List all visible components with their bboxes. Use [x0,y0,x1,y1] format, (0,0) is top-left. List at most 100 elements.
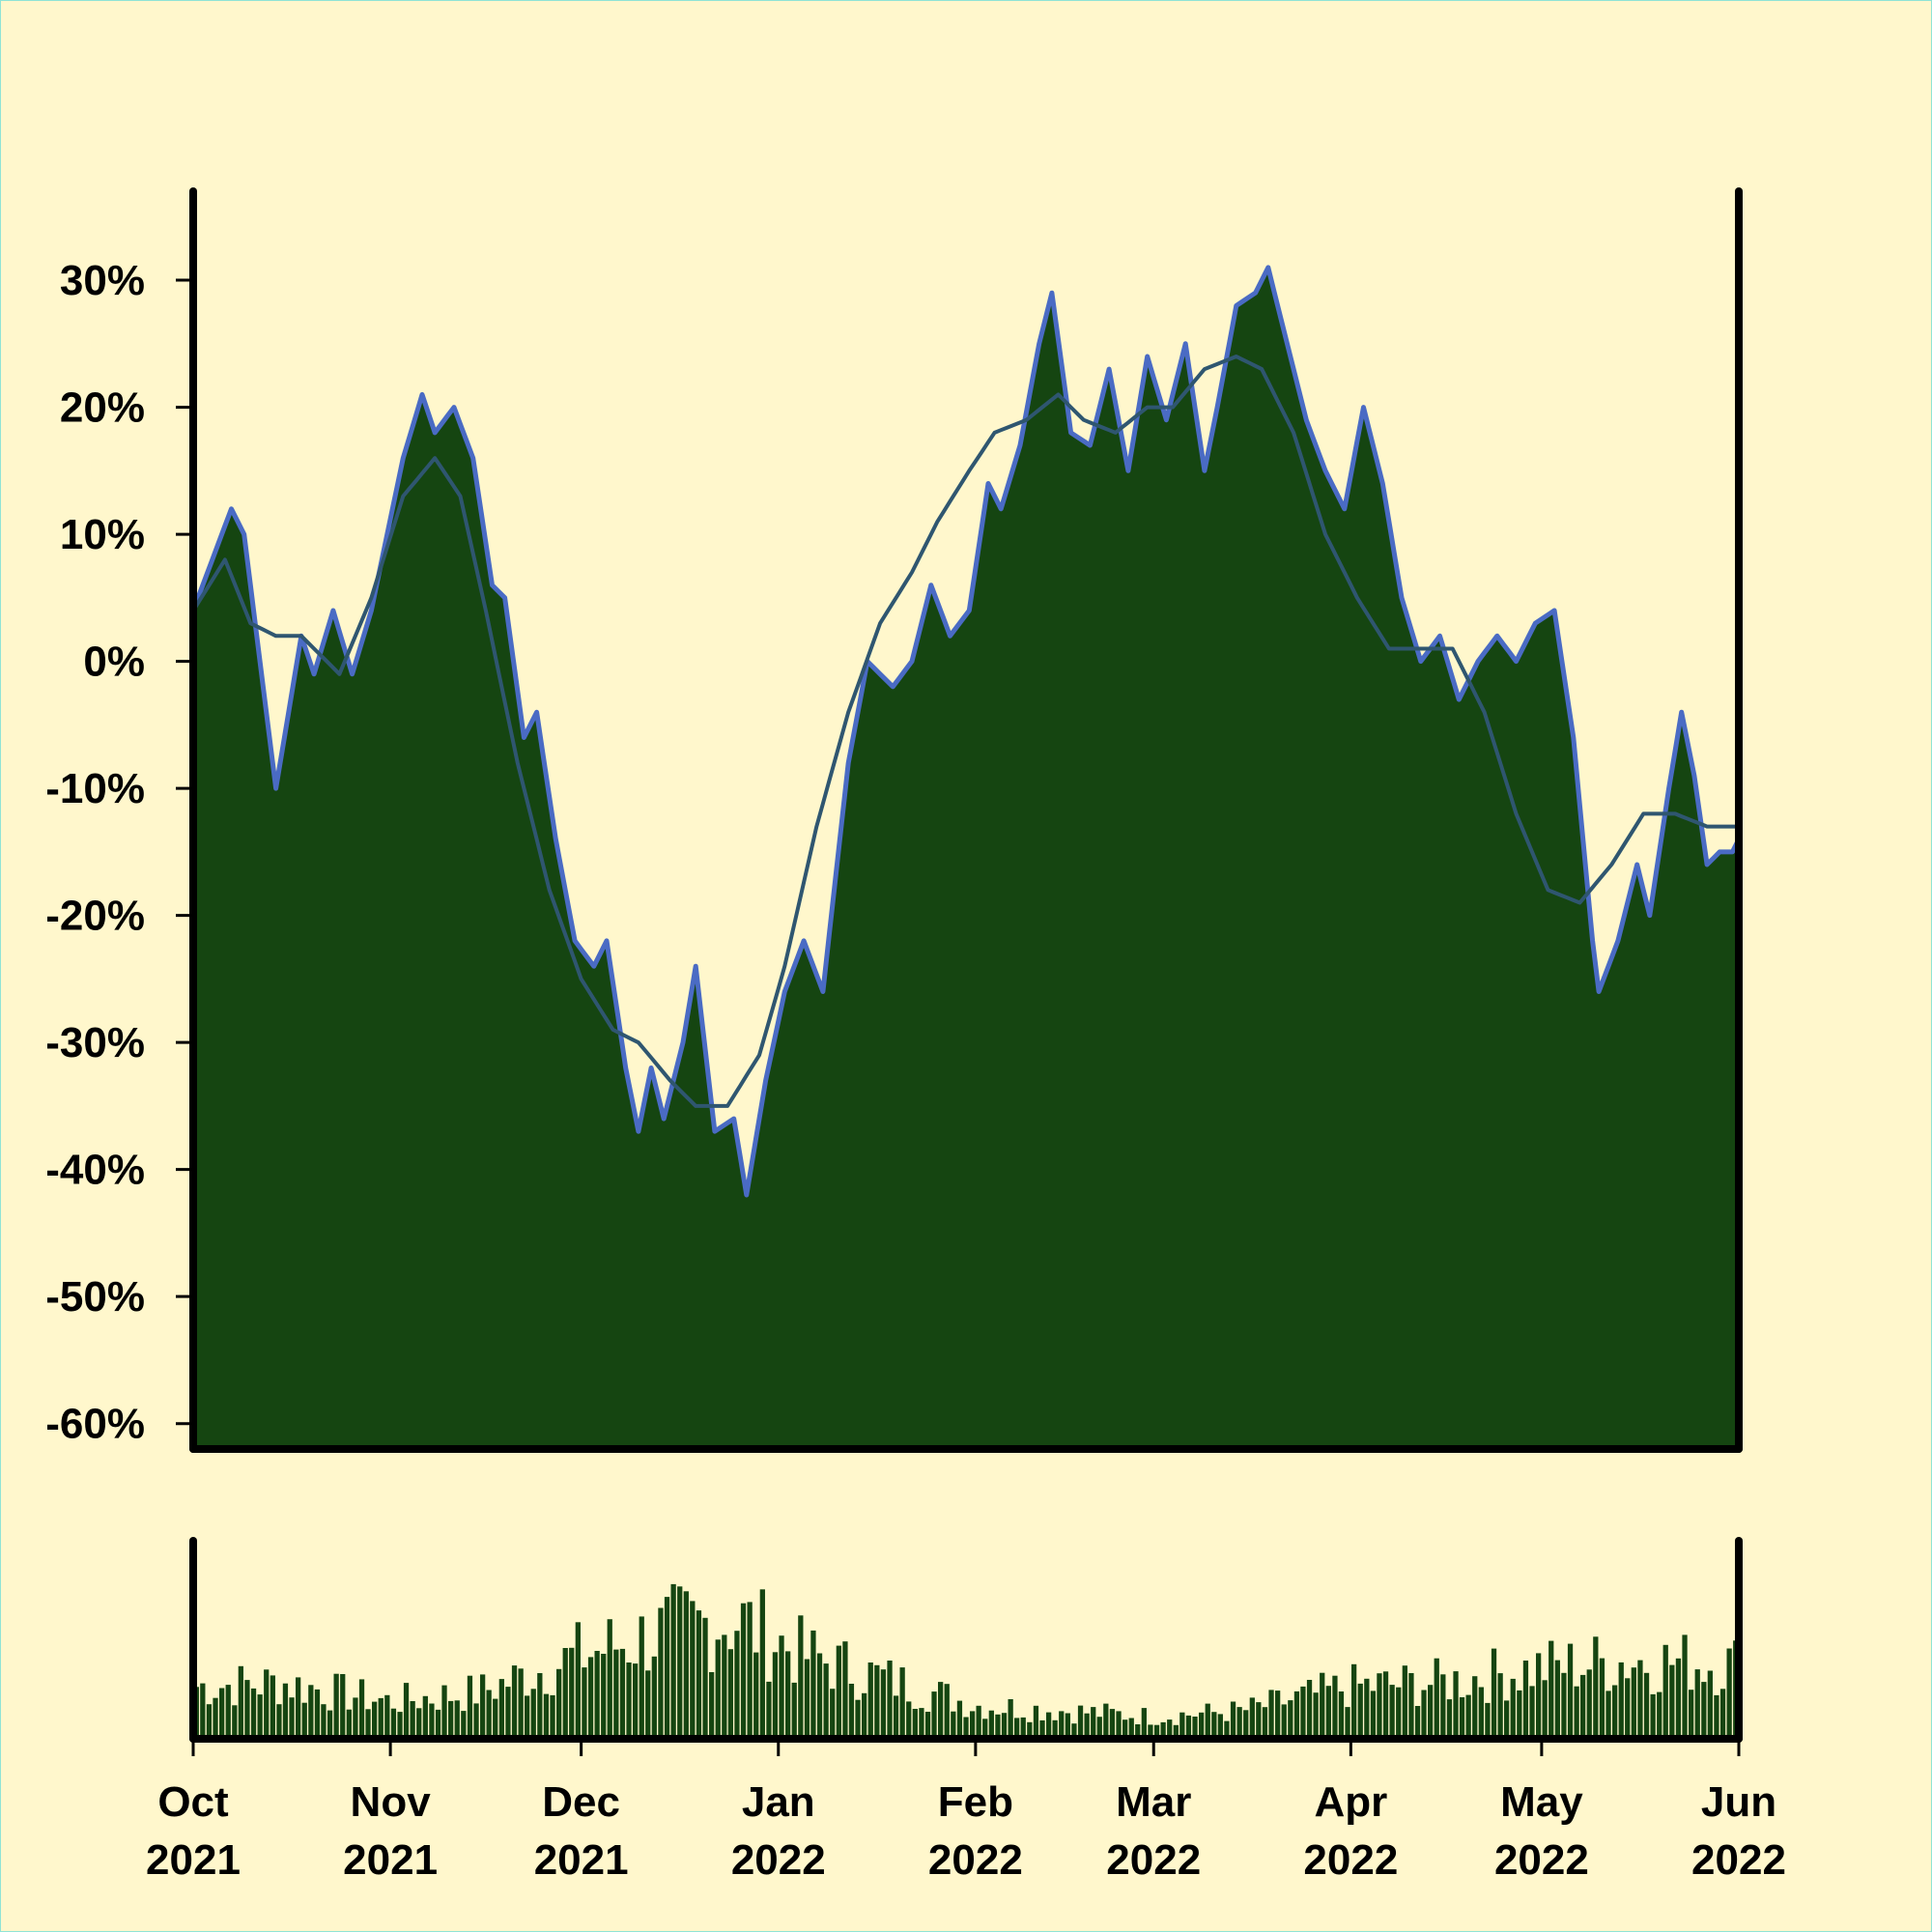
volume-bar [1027,1721,1033,1739]
volume-bar [639,1616,644,1739]
y-tick-label: -10% [45,765,145,812]
volume-bar [429,1703,435,1739]
volume-bar [626,1662,632,1739]
volume-bar [1179,1712,1185,1739]
volume-bar [378,1697,384,1739]
x-tick-month: Feb [938,1778,1013,1826]
volume-bar [454,1700,460,1739]
volume-bar [206,1704,213,1739]
volume-bar [1662,1644,1668,1739]
volume-bar [1109,1709,1116,1739]
volume-bar [816,1653,823,1739]
volume-bar [982,1719,988,1739]
volume-bar [1224,1720,1230,1739]
volume-bar [1332,1675,1338,1739]
volume-bar [1612,1685,1618,1739]
volume-bar [1421,1690,1427,1739]
volume-bar [525,1695,530,1739]
volume-bar [473,1703,479,1739]
volume-bar [772,1652,779,1739]
volume-bar [1586,1669,1592,1739]
x-tick-year: 2022 [1303,1836,1398,1884]
volume-bar [1313,1692,1319,1739]
volume-bar [1230,1701,1236,1739]
volume-bar [1345,1707,1350,1739]
volume-bar [219,1688,225,1739]
volume-bar [1453,1671,1459,1739]
volume-bar [1160,1721,1166,1739]
volume-bar [1446,1699,1453,1739]
volume-bar [498,1679,504,1739]
volume-bar [232,1705,238,1739]
volume-bar [919,1708,924,1739]
volume-bar [1529,1686,1535,1739]
volume-bar [798,1615,804,1739]
volume-bar [1382,1671,1389,1739]
volume-bar [976,1705,981,1739]
volume-bar [1293,1690,1300,1739]
volume-bar [1593,1636,1599,1739]
volume-bar [562,1648,568,1739]
volume-bar [1440,1674,1446,1739]
y-tick-label: -50% [45,1273,145,1321]
volume-bar [734,1631,740,1739]
volume-bar [461,1711,467,1739]
volume-bar [1580,1674,1586,1739]
volume-bar [1567,1643,1574,1739]
volume-bar [836,1645,841,1739]
volume-bar [912,1709,918,1739]
volume-bar [1141,1708,1147,1739]
volume-bar [1262,1707,1268,1739]
volume-bar [702,1617,708,1739]
y-tick-label: -40% [45,1147,145,1194]
volume-bar [1071,1723,1077,1739]
volume-bar [1052,1719,1058,1739]
volume-bar [327,1710,333,1739]
volume-bar [333,1673,339,1739]
volume-bar [1554,1660,1560,1739]
volume-bar [664,1597,670,1739]
volume-bar [493,1698,498,1739]
volume-bar [613,1649,619,1739]
volume-bar [1643,1672,1650,1739]
volume-bar [435,1709,441,1739]
volume-bar [1618,1662,1624,1739]
volume-bar [276,1704,282,1739]
volume-bar [594,1651,600,1739]
volume-bar [403,1683,410,1739]
volume-bar [1377,1673,1382,1739]
volume-bar [1478,1687,1484,1739]
volume-bar [1199,1712,1205,1739]
x-tick-year: 2022 [1691,1836,1786,1884]
volume-bar [1657,1691,1662,1739]
volume-bar [1682,1634,1688,1739]
volume-bar [289,1697,295,1739]
volume-bar [830,1689,836,1739]
volume-bar [1522,1661,1529,1739]
y-tick-label: -60% [45,1401,145,1448]
volume-bar [1091,1707,1096,1739]
volume-bar [448,1700,454,1739]
volume-bar [1033,1705,1039,1739]
volume-bar [924,1712,931,1739]
x-tick-year: 2022 [731,1836,826,1884]
volume-bar [1504,1700,1510,1739]
volume-bar [1008,1699,1013,1739]
volume-bar [1485,1702,1491,1739]
volume-bar [722,1634,727,1739]
x-tick-year: 2022 [1106,1836,1201,1884]
volume-bar [727,1649,733,1739]
volume-bar [1020,1717,1026,1739]
volume-bar [1726,1648,1732,1739]
volume-bar [321,1704,327,1739]
volume-bar [250,1688,257,1739]
volume-bar [301,1702,307,1739]
volume-bar [1542,1680,1548,1739]
x-tick-month: May [1500,1778,1583,1826]
volume-bar [1694,1669,1700,1739]
volume-bar [906,1701,912,1739]
volume-bar [899,1667,905,1739]
volume-bar [314,1689,321,1739]
volume-bar [1185,1715,1192,1739]
